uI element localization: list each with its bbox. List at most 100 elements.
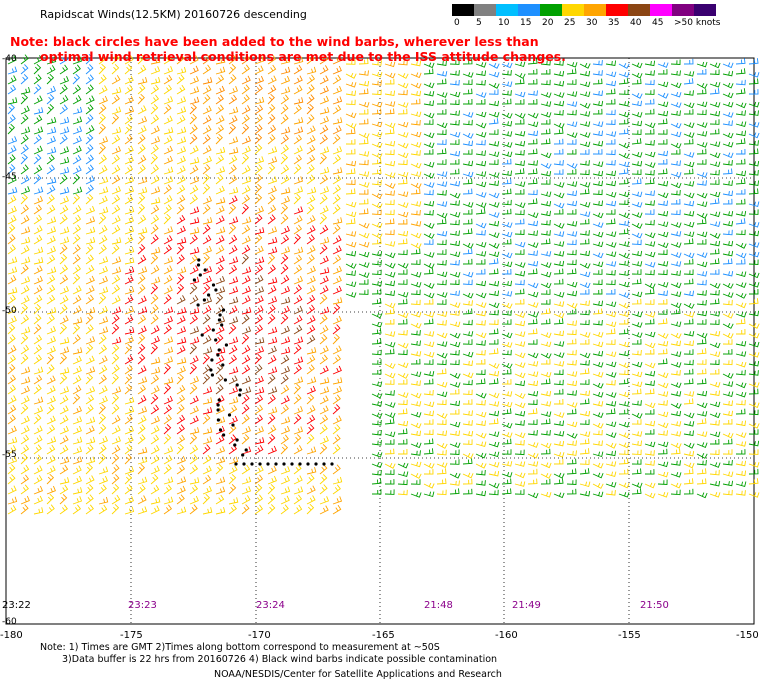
wind-barb	[735, 312, 747, 318]
wind-barb	[527, 178, 538, 185]
wind-barb	[423, 239, 434, 245]
wind-barb	[657, 471, 669, 478]
wind-barb	[748, 242, 760, 248]
wind-barb	[644, 251, 656, 258]
contamination-dot	[242, 462, 246, 466]
wind-barb	[475, 302, 487, 308]
wind-barb	[254, 324, 264, 335]
wind-barb	[579, 410, 591, 417]
wind-barb	[553, 369, 564, 375]
contamination-dot	[220, 323, 224, 327]
wind-barb	[150, 484, 160, 495]
wind-barb	[319, 314, 328, 325]
wind-barb	[553, 231, 565, 237]
wind-barb	[501, 158, 512, 165]
wind-barb	[748, 322, 760, 329]
wind-barb	[735, 460, 747, 467]
wind-barb	[605, 461, 617, 467]
wind-barb	[592, 149, 603, 155]
wind-barb	[150, 265, 160, 275]
wind-barb	[98, 244, 107, 255]
wind-barb	[98, 326, 109, 335]
wind-barb	[631, 160, 643, 167]
wind-barb	[670, 448, 681, 455]
wind-barb	[176, 464, 186, 475]
wind-barb	[410, 450, 421, 456]
wind-barb	[501, 151, 513, 158]
wind-barb	[189, 326, 200, 335]
wind-barb	[423, 419, 434, 425]
wind-barb	[137, 53, 146, 65]
wind-barb	[20, 404, 29, 415]
wind-barb	[527, 339, 538, 345]
wind-barb	[566, 349, 577, 356]
wind-barb	[605, 218, 616, 225]
wind-barb	[436, 71, 448, 77]
wind-barb	[7, 186, 18, 195]
wind-barb	[267, 124, 277, 135]
wind-barb	[592, 391, 604, 398]
wind-barb	[59, 493, 68, 505]
wind-barb	[124, 473, 133, 485]
wind-barb	[475, 242, 487, 248]
wind-barb	[20, 495, 30, 505]
wind-barb	[150, 114, 160, 125]
wind-barb	[137, 203, 146, 215]
wind-barb	[566, 302, 578, 309]
note-line-1: Note: black circles have been added to t…	[10, 34, 539, 49]
wind-barb	[553, 312, 565, 319]
wind-barb	[306, 503, 315, 515]
wind-barb	[436, 239, 447, 246]
wind-barb	[553, 318, 564, 325]
wind-barb	[449, 488, 460, 495]
wind-barb	[202, 324, 212, 335]
wind-barb	[748, 188, 759, 195]
wind-barb	[254, 375, 264, 385]
wind-barb	[618, 111, 630, 118]
wind-barb	[527, 138, 538, 145]
wind-barb	[7, 374, 17, 385]
wind-barb	[514, 393, 526, 399]
wind-barb	[280, 416, 291, 425]
wind-barb	[241, 64, 250, 75]
wind-barb	[501, 178, 512, 185]
wind-barb	[527, 250, 538, 256]
wind-barb	[332, 415, 342, 425]
wind-barb	[696, 239, 707, 245]
wind-barb	[423, 462, 435, 469]
wind-barb	[553, 128, 564, 135]
wind-barb	[124, 275, 134, 285]
wind-barb	[462, 160, 474, 167]
wind-barb	[631, 152, 643, 158]
wind-barb	[280, 374, 289, 385]
wind-barb	[553, 222, 565, 229]
wind-barb	[618, 212, 630, 219]
wind-barb	[72, 173, 81, 185]
wind-barb	[462, 202, 474, 208]
wind-barb	[267, 494, 276, 505]
wind-barb	[644, 209, 655, 215]
wind-barb	[423, 201, 435, 207]
wind-barb	[33, 114, 43, 125]
wind-barb	[293, 376, 304, 385]
wind-barb	[241, 75, 251, 85]
wind-barb	[631, 92, 643, 99]
wind-barb	[124, 406, 135, 415]
wind-barb	[371, 369, 382, 375]
wind-barb	[644, 140, 655, 146]
wind-barb	[150, 136, 161, 145]
wind-barb	[98, 466, 109, 475]
wind-barb	[319, 334, 328, 345]
wind-barb	[540, 262, 552, 268]
wind-barb	[72, 365, 82, 375]
wind-barb	[46, 164, 56, 175]
wind-barb	[397, 420, 409, 427]
wind-barb	[319, 194, 328, 205]
wind-barb	[423, 351, 435, 358]
wind-barb	[150, 246, 161, 255]
wind-barb	[111, 415, 121, 425]
wind-barb	[566, 91, 578, 97]
wind-barb	[475, 259, 486, 265]
wind-barb	[319, 405, 329, 415]
wind-barb	[527, 68, 538, 75]
